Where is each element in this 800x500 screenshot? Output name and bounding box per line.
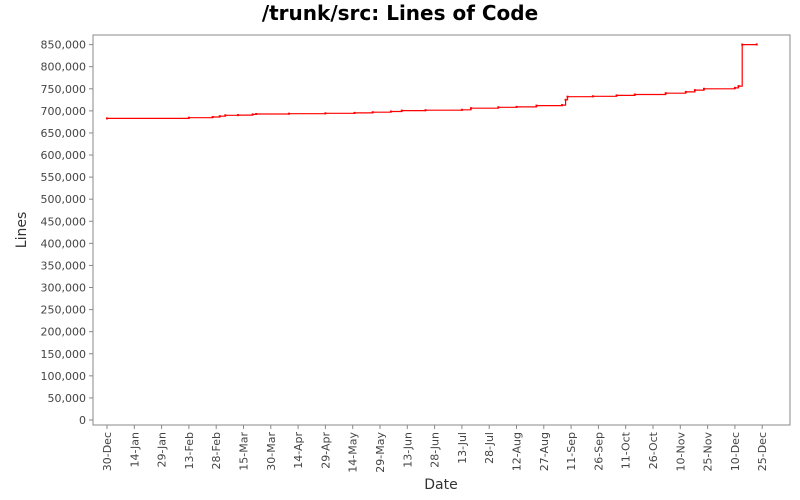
- data-point: [664, 92, 667, 95]
- x-tick-label: 26-Oct: [647, 431, 660, 469]
- data-point: [693, 89, 696, 92]
- data-point: [224, 114, 227, 117]
- data-point: [755, 43, 758, 46]
- plot-area: [92, 34, 791, 426]
- data-point: [371, 111, 374, 114]
- y-tick-label: 550,000: [41, 171, 87, 184]
- x-tick-label: 28-Feb: [210, 432, 223, 469]
- y-tick-label: 150,000: [41, 348, 87, 361]
- y-tick-label: 50,000: [48, 392, 87, 405]
- y-tick-label: 700,000: [41, 105, 87, 118]
- x-tick-label: 28-Jun: [429, 432, 442, 468]
- x-tick-label: 10-Nov: [674, 432, 687, 472]
- data-point: [633, 93, 636, 96]
- x-tick-label: 13-Jul: [456, 432, 469, 464]
- x-tick-label: 15-Mar: [238, 432, 251, 471]
- x-tick-label: 29-Jan: [156, 432, 169, 468]
- y-axis: 0 50,000 100,000 150,000 200,000 250,000 300,0…: [41, 39, 93, 427]
- data-point: [497, 106, 500, 109]
- data-point: [561, 104, 563, 107]
- data-point: [684, 90, 687, 93]
- data-point: [737, 85, 740, 88]
- data-point: [211, 116, 214, 118]
- y-tick-label: 750,000: [41, 83, 87, 96]
- x-tick-label: 10-Dec: [729, 432, 742, 471]
- x-tick-label: 14-Jan: [128, 432, 141, 468]
- data-point: [218, 115, 221, 118]
- data-point: [615, 94, 618, 97]
- y-tick-label: 200,000: [41, 326, 87, 339]
- data-point: [106, 117, 108, 120]
- data-point: [591, 95, 594, 98]
- x-tick-label: 14-Apr: [292, 432, 305, 469]
- data-point: [251, 113, 254, 116]
- data-point: [389, 110, 392, 113]
- data-point: [733, 86, 736, 89]
- y-tick-label: 300,000: [41, 282, 87, 295]
- y-tick-label: 600,000: [41, 149, 87, 162]
- data-point: [288, 112, 290, 115]
- y-tick-label: 100,000: [41, 370, 87, 383]
- data-point: [187, 116, 190, 119]
- y-tick-label: 350,000: [41, 259, 87, 272]
- x-tick-label: 30-Mar: [265, 432, 278, 471]
- data-point: [741, 43, 744, 46]
- x-tick-label: 29-Apr: [319, 432, 332, 469]
- data-point: [424, 109, 427, 112]
- x-tick-label: 12-Aug: [511, 432, 524, 471]
- y-tick-label: 450,000: [41, 215, 87, 228]
- x-tick-label: 27-Aug: [538, 432, 551, 471]
- x-tick-label: 28-Jul: [483, 432, 496, 464]
- x-axis-label: Date: [424, 477, 457, 493]
- x-tick-label: 14-May: [347, 432, 360, 473]
- y-tick-label: 0: [79, 414, 86, 427]
- data-point: [237, 114, 239, 117]
- x-tick-label: 13-Feb: [183, 432, 196, 469]
- data-point: [353, 111, 356, 114]
- y-tick-label: 250,000: [41, 304, 87, 317]
- data-point: [470, 107, 472, 110]
- x-tick-label: 25-Dec: [756, 432, 769, 471]
- data-point: [566, 95, 569, 98]
- data-point: [255, 113, 258, 115]
- y-tick-label: 800,000: [41, 61, 87, 74]
- data-point: [515, 105, 518, 108]
- y-tick-label: 400,000: [41, 237, 87, 250]
- x-tick-label: 25-Nov: [702, 432, 715, 472]
- x-tick-label: 13-Jun: [401, 432, 414, 468]
- chart-title: /trunk/src: Lines of Code: [262, 1, 538, 25]
- y-tick-label: 850,000: [41, 39, 87, 52]
- data-point: [535, 104, 538, 107]
- x-tick-label: 26-Sep: [592, 432, 605, 471]
- y-axis-label: Lines: [14, 212, 30, 248]
- y-tick-label: 500,000: [41, 193, 87, 206]
- x-tick-label: 30-Dec: [101, 432, 114, 471]
- x-tick-label: 11-Oct: [620, 431, 633, 469]
- series-group: [106, 43, 758, 120]
- data-point: [564, 98, 567, 101]
- y-tick-label: 650,000: [41, 127, 87, 140]
- x-tick-label: 11-Sep: [565, 432, 578, 471]
- data-point: [703, 87, 705, 90]
- data-point: [460, 108, 463, 111]
- x-tick-label: 29-May: [374, 432, 387, 473]
- x-axis: 30-Dec 14-Jan 29-Jan 13-Feb 28-Feb 15-Mar 30-M…: [101, 425, 769, 473]
- data-point: [324, 112, 327, 115]
- data-point: [400, 109, 403, 112]
